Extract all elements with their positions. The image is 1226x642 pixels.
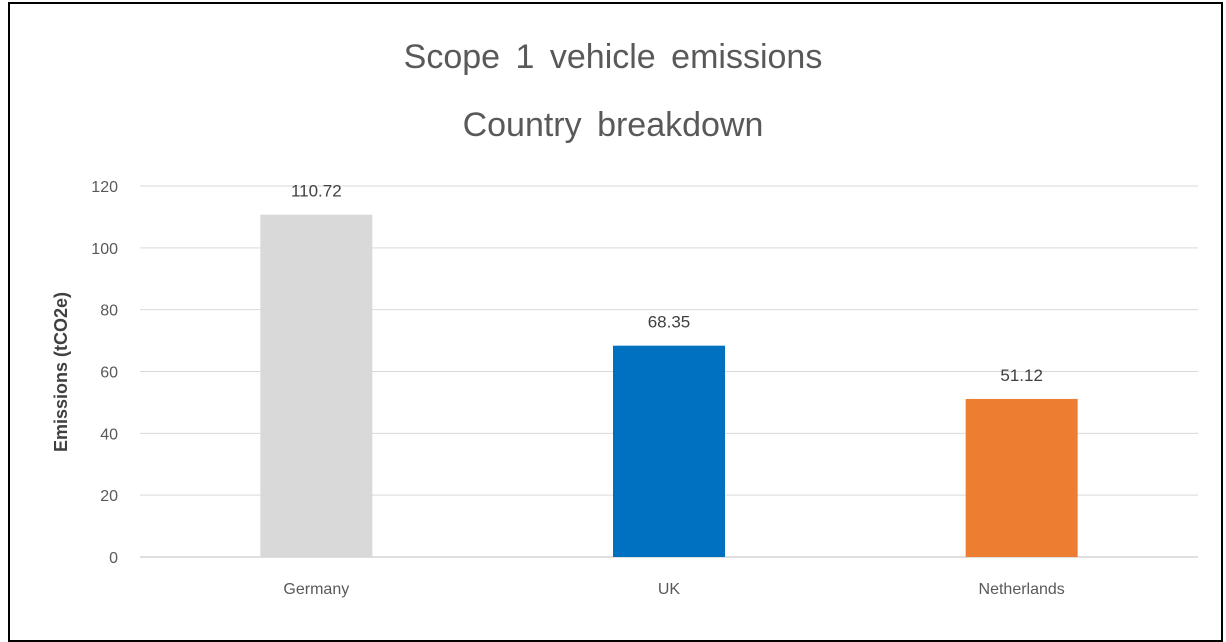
x-tick-label: UK xyxy=(658,581,681,598)
bar xyxy=(613,346,725,557)
bar xyxy=(966,399,1078,557)
y-tick-label: 100 xyxy=(91,241,118,258)
y-tick-label: 40 xyxy=(100,426,118,443)
data-label: 110.72 xyxy=(291,182,342,201)
y-tick-label: 20 xyxy=(100,488,118,505)
bar-chart: 0 20 40 60 80 100 120 110.72 68.35 51.12 Germany… xyxy=(0,0,1226,617)
y-tick-label: 0 xyxy=(109,550,118,567)
x-tick-label: Germany xyxy=(283,581,349,598)
y-tick-label: 120 xyxy=(91,179,118,196)
x-axis-ticks: Germany UK Netherlands xyxy=(283,581,1064,598)
bars xyxy=(260,215,1077,557)
y-axis-ticks: 0 20 40 60 80 100 120 xyxy=(91,179,118,567)
data-label: 51.12 xyxy=(1000,366,1043,385)
y-tick-label: 60 xyxy=(100,365,118,382)
y-tick-label: 80 xyxy=(100,303,118,320)
x-tick-label: Netherlands xyxy=(979,581,1065,598)
y-axis-label: Emissions (tCO2e) xyxy=(51,292,71,452)
bar xyxy=(260,215,372,557)
data-label: 68.35 xyxy=(648,313,691,332)
